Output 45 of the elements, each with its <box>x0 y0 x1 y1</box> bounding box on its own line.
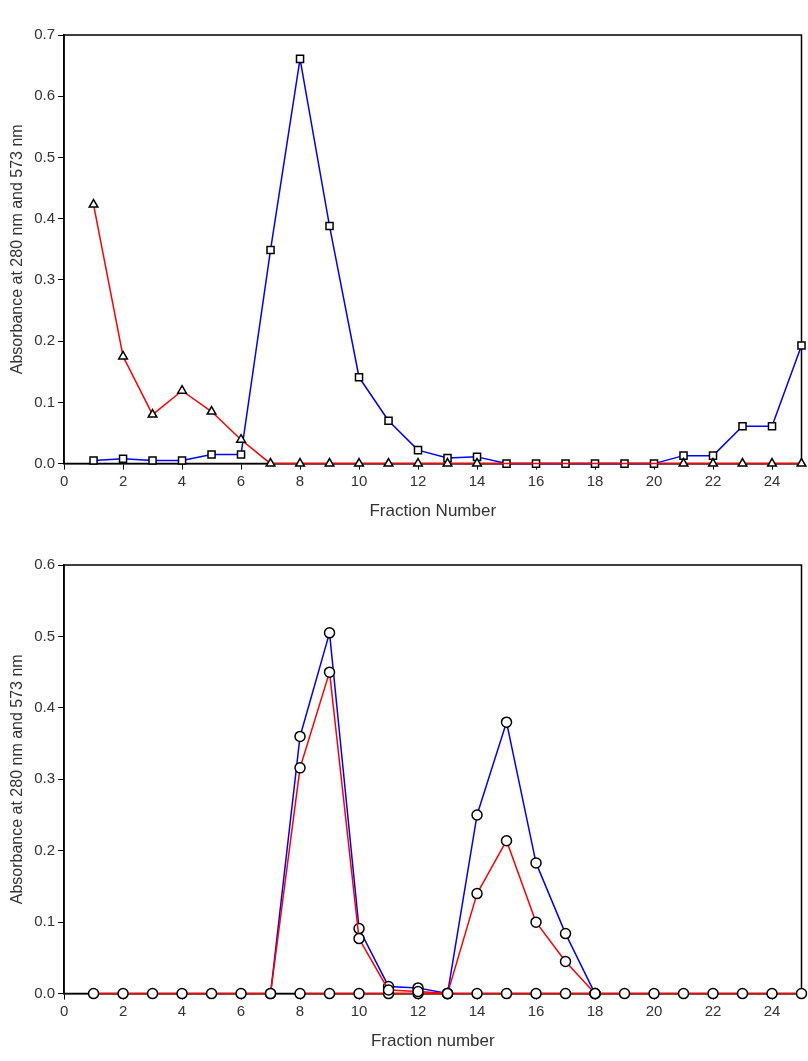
x-tick-label: 16 <box>527 471 545 489</box>
y-tick-label: 0.3 <box>34 270 56 288</box>
x-tick-label: 22 <box>704 471 722 489</box>
y-axis-title: Absorbance at 280 nm and 573 nm <box>8 654 26 905</box>
x-tick-label: 8 <box>295 471 305 489</box>
y-tick-label: 0.4 <box>34 208 56 226</box>
y-axis-title: Absorbance at 280 nm and 573 nm <box>8 124 26 375</box>
x-tick-label: 10 <box>350 471 368 489</box>
x-tick-label: 22 <box>704 1001 722 1019</box>
y-tick-label: 0.3 <box>34 769 56 787</box>
x-tick-label: 0 <box>59 1001 69 1019</box>
y-tick-label: 0.2 <box>34 840 56 858</box>
y-tick-label: 0.7 <box>34 25 56 43</box>
y-tick-label: 0.5 <box>34 147 56 165</box>
y-tick-label: 0.0 <box>34 983 56 1001</box>
x-tick-label: 0 <box>59 471 69 489</box>
x-tick-label: 6 <box>236 1001 246 1019</box>
x-tick-label: 20 <box>645 471 663 489</box>
y-tick-label: 0.0 <box>34 453 56 471</box>
x-tick-label: 12 <box>409 1001 427 1019</box>
x-tick-label: 16 <box>527 1001 545 1019</box>
x-tick-label: 12 <box>409 471 427 489</box>
x-tick-label: 10 <box>350 1001 368 1019</box>
y-tick-label: 0.5 <box>34 626 56 644</box>
x-tick-label: 2 <box>118 1001 128 1019</box>
y-tick-label: 0.6 <box>34 555 56 573</box>
x-tick-label: 6 <box>236 471 246 489</box>
x-tick-label: 14 <box>468 1001 486 1019</box>
y-tick-label: 0.1 <box>34 392 56 410</box>
y-tick-label: 0.2 <box>34 331 56 349</box>
x-tick-label: 4 <box>177 1001 187 1019</box>
x-tick-label: 2 <box>118 471 128 489</box>
x-axis-title: Fraction number <box>370 1031 495 1051</box>
x-axis-title: Fraction Number <box>369 501 497 521</box>
y-tick-label: 0.4 <box>34 698 56 716</box>
x-tick-label: 18 <box>586 471 604 489</box>
x-tick-label: 14 <box>468 471 486 489</box>
x-tick-label: 24 <box>763 471 781 489</box>
x-tick-label: 20 <box>645 1001 663 1019</box>
x-tick-label: 4 <box>177 471 187 489</box>
x-tick-label: 18 <box>586 1001 604 1019</box>
x-tick-label: 8 <box>295 1001 305 1019</box>
y-tick-label: 0.6 <box>34 86 56 104</box>
x-tick-label: 24 <box>763 1001 781 1019</box>
y-tick-label: 0.1 <box>34 912 56 930</box>
